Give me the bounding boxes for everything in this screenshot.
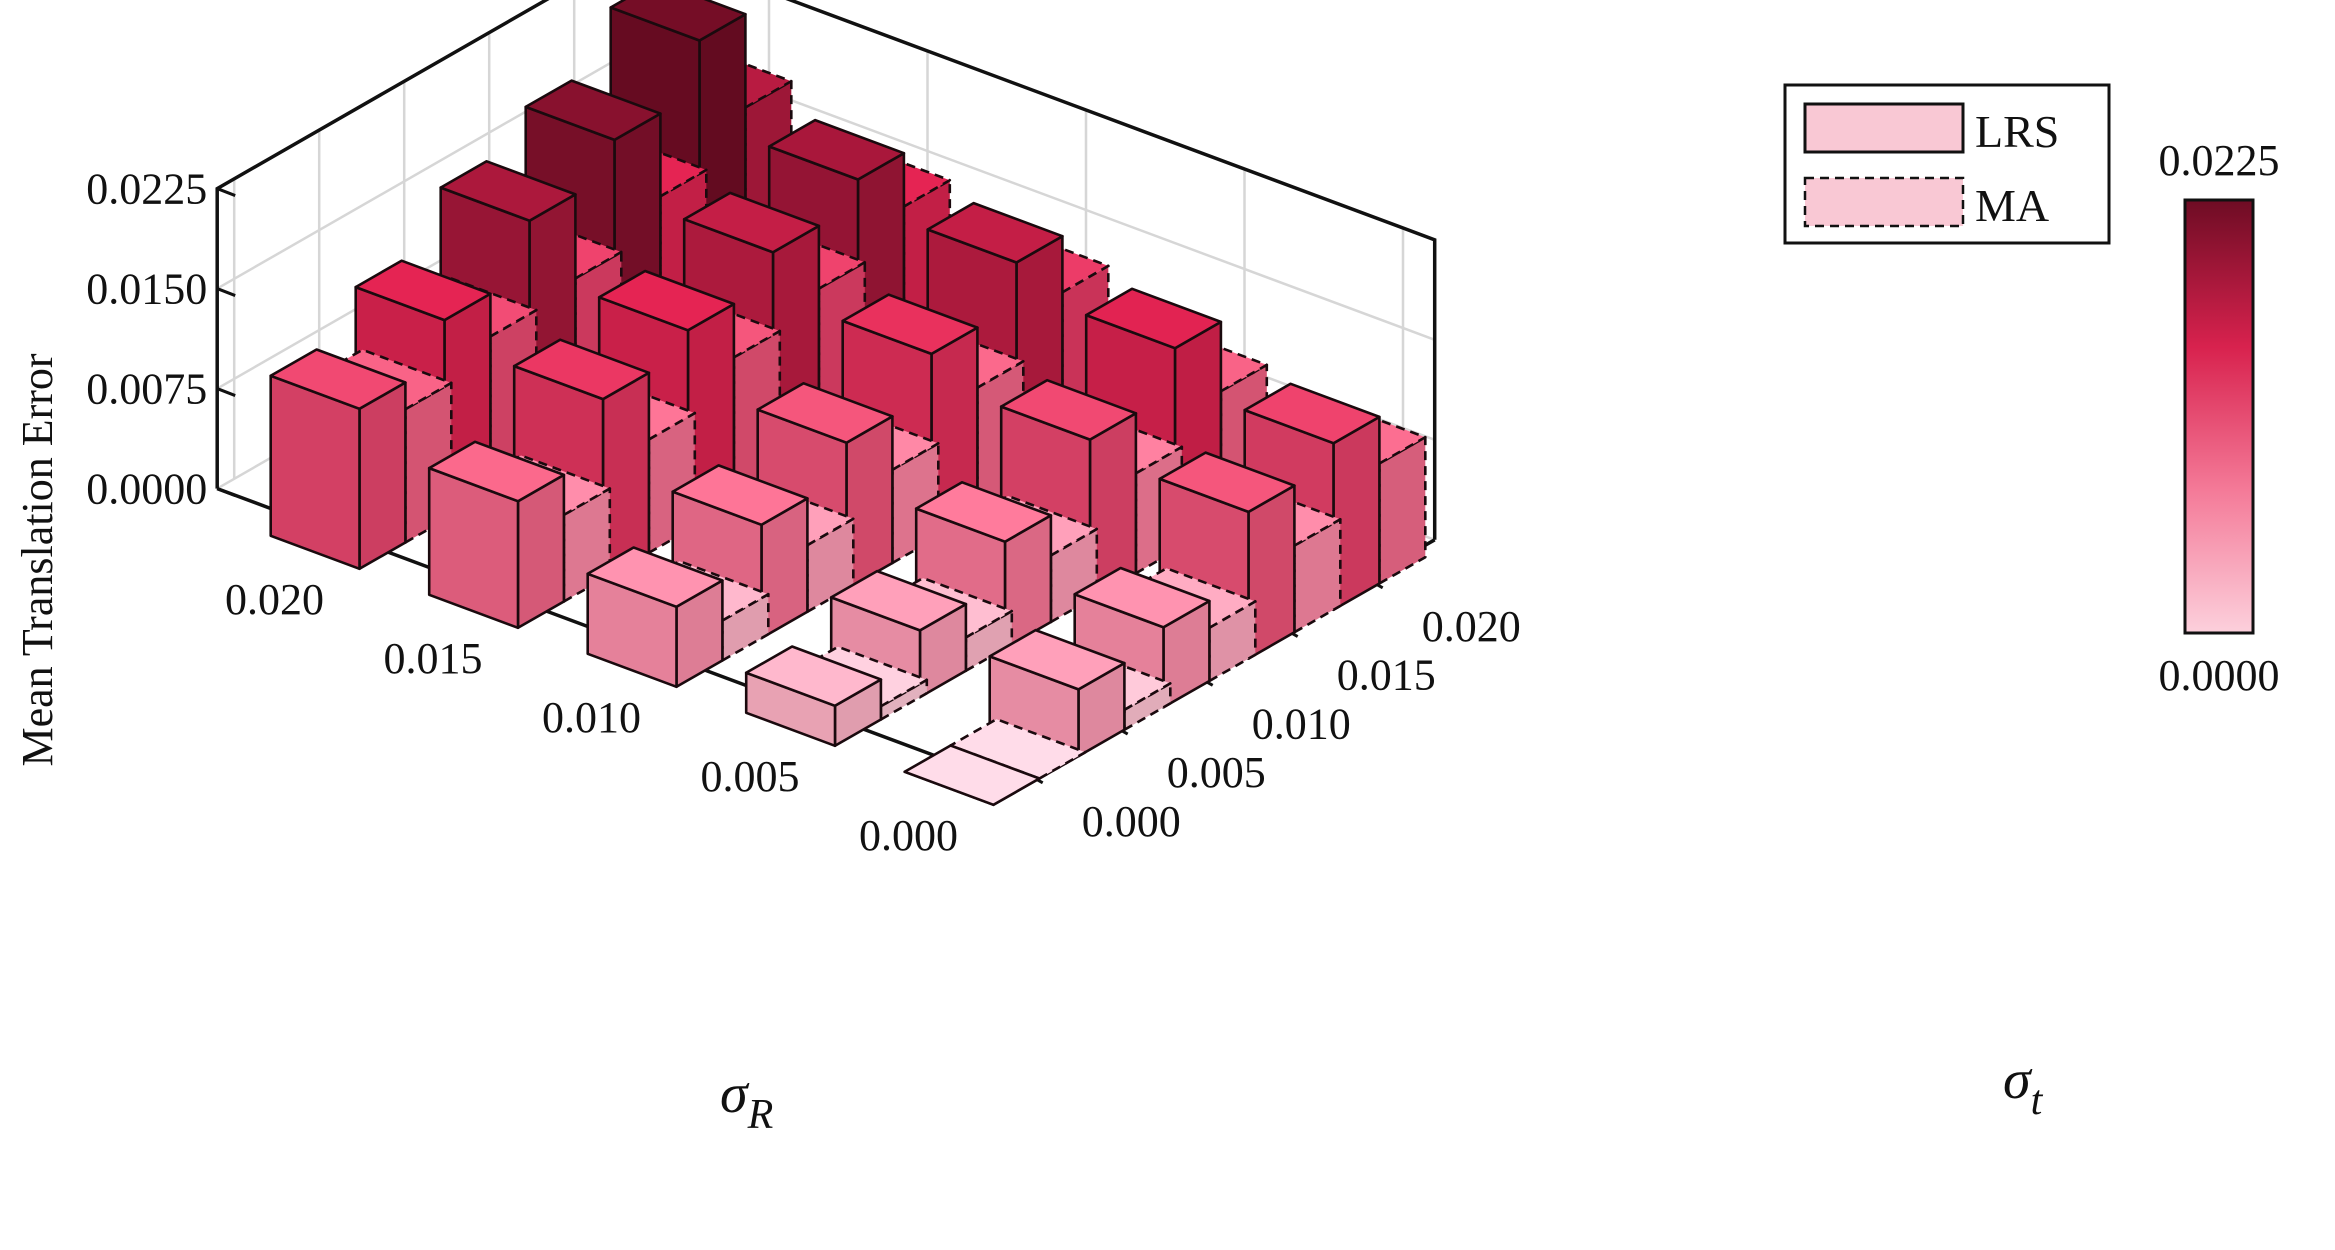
sigma-t-tick-label: 0.005 — [1167, 748, 1266, 797]
z-tick — [216, 187, 236, 197]
bar-lrs-r1-t0 — [427, 440, 566, 630]
bar-top-face — [354, 259, 492, 322]
bar-top-face — [1073, 566, 1211, 629]
legend: LRS MA — [1783, 83, 2111, 245]
bar-top-face — [671, 464, 809, 527]
bar-top-face — [1243, 382, 1381, 445]
sigma-r-tick-label: 0.015 — [384, 634, 483, 683]
bar-top-face — [586, 546, 724, 609]
bar-top-face — [1158, 451, 1296, 514]
bar-top-face — [914, 480, 1053, 544]
z-axis-label: Mean Translation Error — [13, 353, 62, 766]
bar-top-face — [988, 628, 1126, 691]
legend-label-lrs: LRS — [1975, 106, 2059, 157]
sigma-t-axis-label: σt — [2003, 1049, 2044, 1124]
sigma-t-tick-label: 0.015 — [1337, 651, 1436, 700]
bar-top-face — [829, 569, 968, 632]
bar-front-face — [1123, 682, 1172, 732]
z-tick — [216, 287, 236, 297]
bar-lrs-r2-t0 — [586, 546, 724, 689]
colorbar-max-label: 0.0225 — [2159, 136, 2280, 185]
sigma-r-tick-label: 0.020 — [225, 575, 324, 624]
sigma-r-tick-label: 0.005 — [701, 752, 800, 801]
bar-top-face — [756, 381, 894, 445]
bar-front-face — [845, 415, 894, 591]
bar-top-face — [1084, 287, 1223, 350]
legend-swatch-lrs — [1803, 102, 1965, 154]
z-tick — [216, 387, 236, 397]
bar-top-face — [524, 79, 662, 142]
legend-label-ma: MA — [1975, 180, 2049, 231]
colorbar: 0.0225 0.0000 — [2159, 136, 2280, 700]
z-axis-ticks: 0.0000 0.0075 0.0150 0.0225 — [86, 165, 236, 514]
sigma-t-tick-label: 0.000 — [1082, 797, 1181, 846]
bars — [269, 0, 1427, 807]
bar-top-face — [744, 645, 883, 708]
z-tick-label: 0.0075 — [86, 365, 207, 414]
z-tick-label: 0.0225 — [86, 165, 207, 214]
bar-top-face — [439, 160, 577, 222]
bar-top-face — [903, 744, 1041, 807]
bar-top-face — [682, 191, 821, 254]
bar-top-face — [609, 0, 747, 42]
bar-top-face — [999, 378, 1138, 441]
bar-front-face — [1247, 484, 1296, 660]
sigma-r-tick-label: 0.000 — [859, 811, 958, 860]
bar-top-face — [767, 118, 906, 181]
z-tick-label: 0.0150 — [86, 265, 207, 314]
legend-swatch-ma — [1803, 176, 1965, 228]
bar-top-face — [926, 201, 1064, 264]
bar-top-face — [269, 348, 407, 411]
bar-top-face — [512, 338, 651, 401]
bar-lrs-r4-t0 — [903, 744, 1041, 807]
sigma-t-tick-label: 0.020 — [1422, 602, 1521, 651]
z-tick-label: 0.0000 — [86, 465, 207, 514]
sigma-t-tick-label: 0.010 — [1252, 699, 1351, 748]
sigma-r-tick-label: 0.010 — [542, 693, 641, 742]
sigma-r-axis-label: σR — [720, 1063, 773, 1138]
colorbar-gradient — [2183, 198, 2255, 635]
bar-top-face — [427, 440, 566, 503]
bar-lrs-r0-t0 — [269, 348, 407, 571]
bar-front-face — [358, 381, 407, 571]
colorbar-min-label: 0.0000 — [2159, 651, 2280, 700]
bar-lrs-r3-t0 — [744, 645, 883, 748]
bar-top-face — [597, 269, 736, 332]
bar-top-face — [841, 293, 979, 356]
z-tick — [216, 487, 236, 497]
